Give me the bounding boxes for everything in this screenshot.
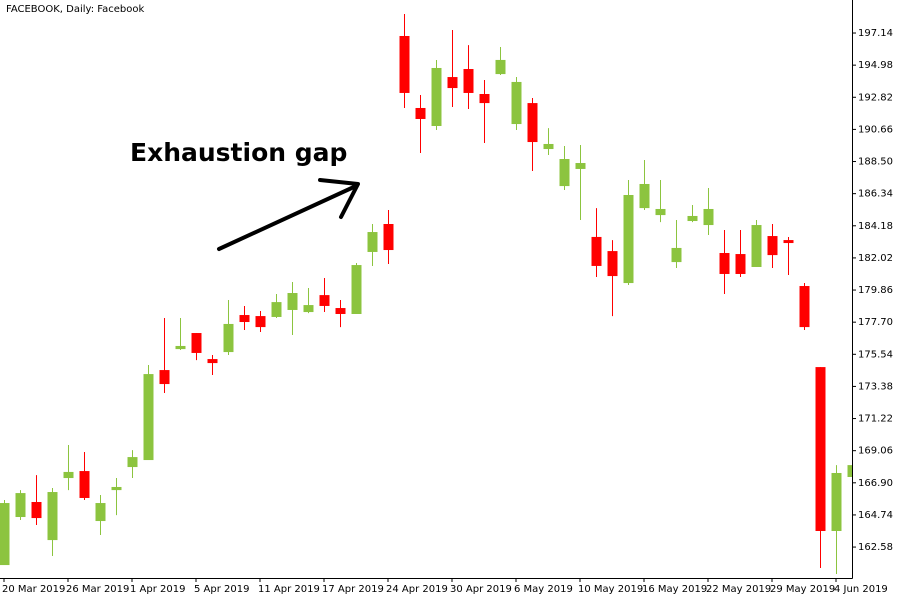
y-tick-label: 190.66 <box>858 124 893 135</box>
x-tick-label: 30 Apr 2019 <box>450 584 512 595</box>
candle-body <box>751 225 762 267</box>
x-tick-label: 1 Apr 2019 <box>130 584 185 595</box>
y-tick-label: 179.86 <box>858 285 893 296</box>
y-tick-label: 194.98 <box>858 60 893 71</box>
candle-body <box>351 265 362 314</box>
x-tick-label: 5 Apr 2019 <box>194 584 249 595</box>
candle-body <box>143 374 154 461</box>
y-tick-label: 184.18 <box>858 221 893 232</box>
y-tick-label: 175.54 <box>858 349 893 360</box>
candle-body <box>191 333 202 353</box>
candle-body <box>15 493 26 518</box>
candle-body <box>511 81 522 125</box>
candle-body <box>607 251 618 277</box>
x-tick-label: 10 May 2019 <box>578 584 643 595</box>
candle-body <box>303 305 314 313</box>
x-tick-label: 16 May 2019 <box>642 584 707 595</box>
candle-body <box>543 143 554 150</box>
candle-body <box>367 232 378 252</box>
candle-body <box>591 236 602 266</box>
x-tick-label: 4 Jun 2019 <box>834 584 888 595</box>
candle-body <box>79 471 90 498</box>
y-tick-label: 169.06 <box>858 446 893 457</box>
candle-body <box>207 359 218 364</box>
y-tick-label: 162.58 <box>858 542 893 553</box>
candle-body <box>335 308 346 314</box>
y-tick-label: 164.74 <box>858 510 893 521</box>
candle-body <box>159 370 170 385</box>
candle-body <box>447 77 458 89</box>
candle-body <box>287 293 298 310</box>
candle-body <box>527 103 538 143</box>
candle-body <box>703 208 714 226</box>
x-tick-label: 20 Mar 2019 <box>2 584 65 595</box>
candle-body <box>63 471 74 479</box>
annotation: Exhaustion gap <box>130 138 347 167</box>
candle-body <box>31 501 42 519</box>
candle-body <box>415 107 426 119</box>
candle-body <box>463 69 474 93</box>
candle-body <box>271 302 282 317</box>
candle-body <box>0 503 10 566</box>
candle-body <box>815 367 826 531</box>
y-tick-label: 188.50 <box>858 157 893 168</box>
x-tick-label: 6 May 2019 <box>514 584 573 595</box>
candle-body <box>559 159 570 187</box>
candle-body <box>175 345 186 350</box>
candle-body <box>671 247 682 263</box>
x-tick-label: 17 Apr 2019 <box>322 584 384 595</box>
y-tick-label: 177.70 <box>858 317 893 328</box>
candle-body <box>383 224 394 251</box>
y-tick-label: 197.14 <box>858 28 893 39</box>
x-tick-label: 26 Mar 2019 <box>66 584 129 595</box>
candle-body <box>95 503 106 522</box>
annotation-arrow <box>217 178 360 251</box>
x-tick-label: 11 Apr 2019 <box>258 584 320 595</box>
plot-area <box>0 13 852 574</box>
candle-body <box>479 94 490 104</box>
candle-body <box>223 323 234 353</box>
y-tick-label: 186.34 <box>858 189 893 200</box>
x-tick-label: 24 Apr 2019 <box>386 584 448 595</box>
candle-body <box>639 183 650 209</box>
candle-body <box>799 286 810 328</box>
candle-body <box>47 492 58 541</box>
candle-body <box>319 295 330 306</box>
x-tick-label: 29 May 2019 <box>770 584 835 595</box>
candle-body <box>431 67 442 126</box>
candle-body <box>655 208 666 216</box>
candle-body <box>847 465 852 478</box>
y-tick-label: 171.22 <box>858 414 893 425</box>
candle-body <box>687 215 698 222</box>
y-tick-label: 173.38 <box>858 381 893 392</box>
candle-body <box>719 253 730 274</box>
candle-body <box>735 254 746 274</box>
y-tick-label: 192.82 <box>858 92 893 103</box>
candle-body <box>767 236 778 256</box>
candle-body <box>111 486 122 491</box>
candle-body <box>399 35 410 93</box>
candle-body <box>575 163 586 169</box>
candle-body <box>623 194 634 284</box>
chart-title: FACEBOOK, Daily: Facebook <box>6 4 144 15</box>
candle-body <box>239 315 250 323</box>
x-tick-label: 22 May 2019 <box>706 584 771 595</box>
candle-body <box>495 59 506 75</box>
y-tick-label: 182.02 <box>858 253 893 264</box>
candle-body <box>783 240 794 244</box>
candle-body <box>127 457 138 468</box>
candle-body <box>831 472 842 531</box>
candle-body <box>255 316 266 328</box>
y-tick-label: 166.90 <box>858 478 893 489</box>
